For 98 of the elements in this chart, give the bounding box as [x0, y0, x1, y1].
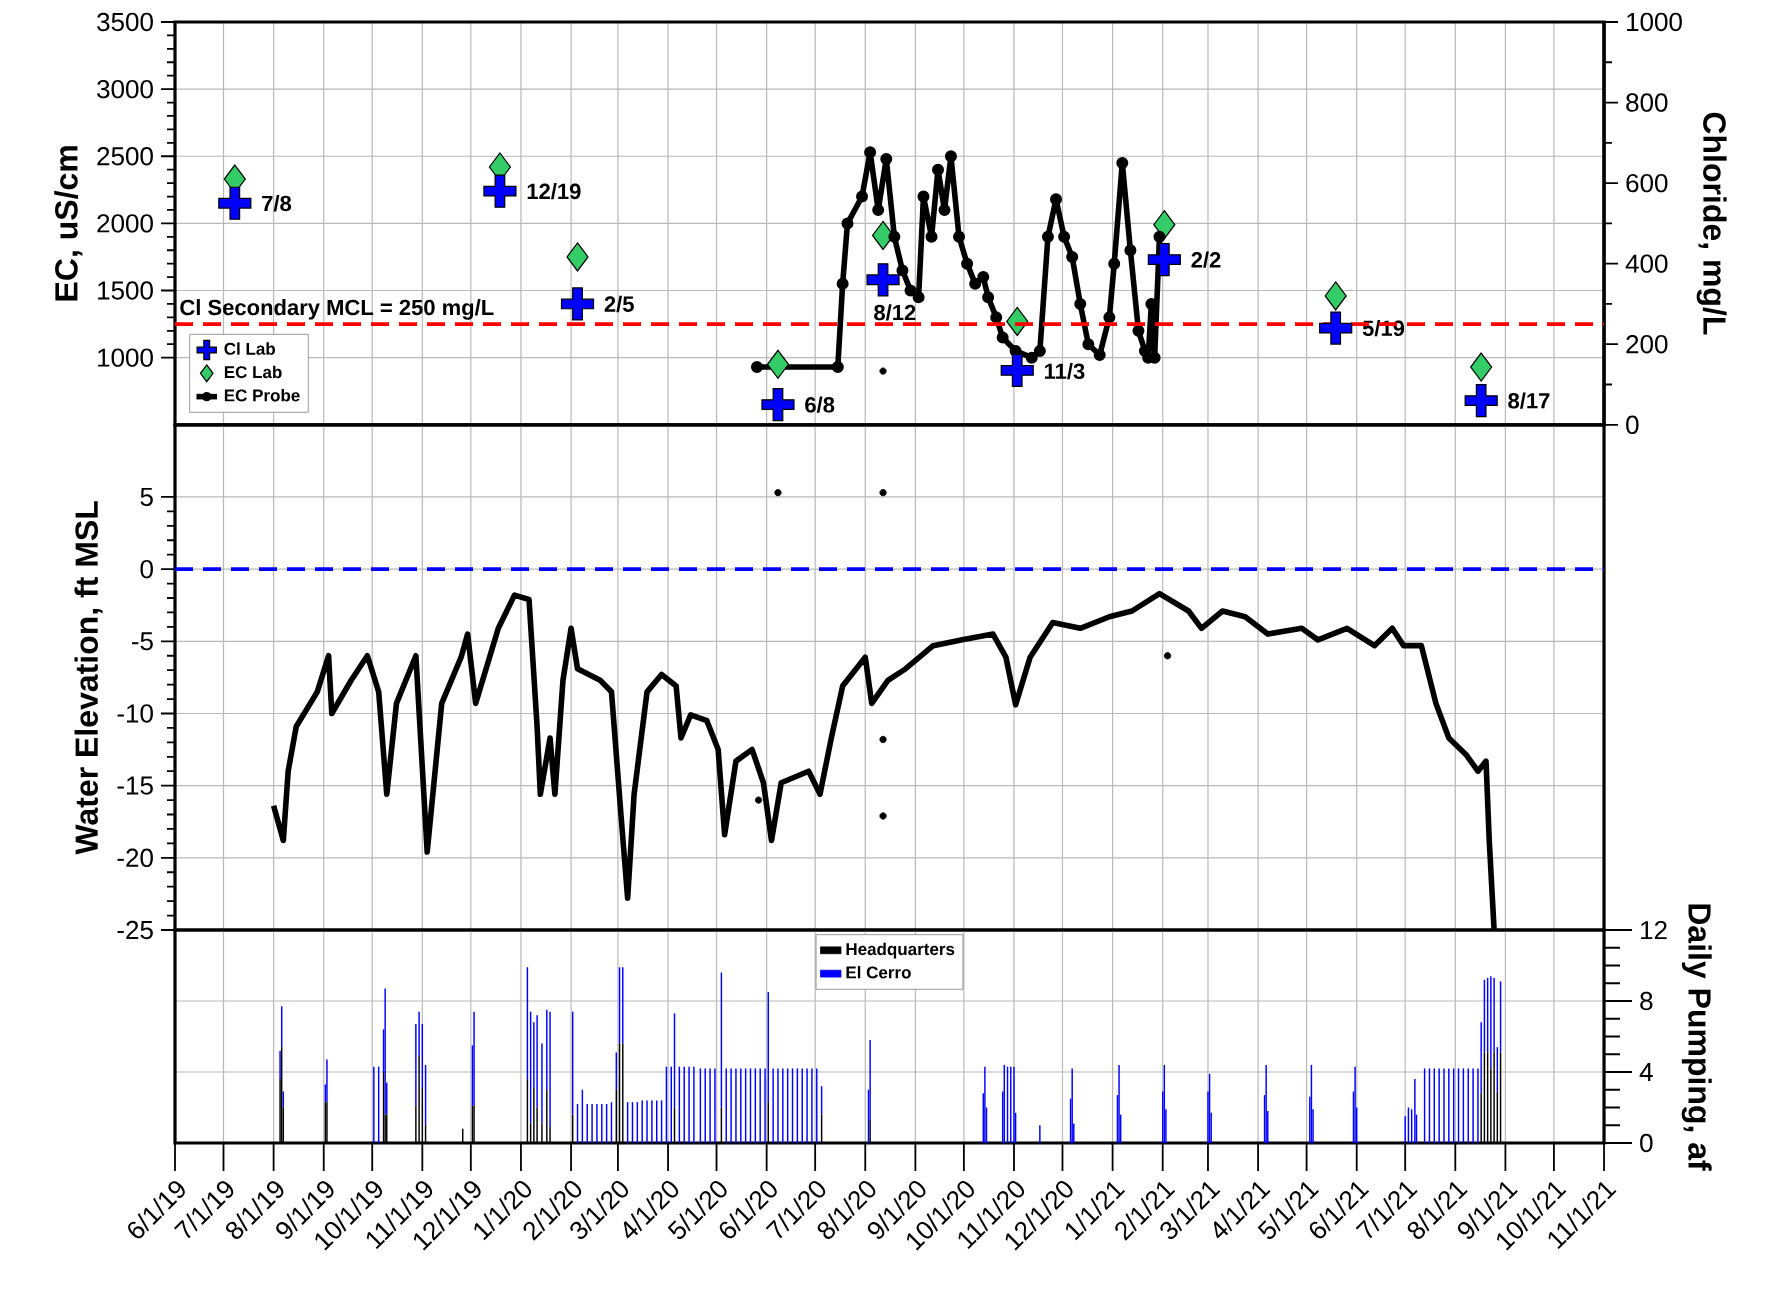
point — [831, 361, 844, 374]
point — [982, 291, 995, 304]
annotation: 11/3 — [1045, 362, 1085, 380]
y2-axis-title: Chloride, mg/L — [1696, 112, 1727, 335]
y-tick-label: 2000 — [97, 214, 153, 233]
point — [904, 284, 917, 297]
y2-tick-label: 1000 — [1627, 12, 1682, 32]
legend-label: Headquarters — [846, 942, 955, 959]
point — [879, 735, 887, 744]
y2-tick-label: 800 — [1626, 93, 1668, 112]
y2-tick-label: 200 — [1626, 335, 1668, 354]
y-axis-title: Water Elevation, ft MSL — [74, 501, 103, 855]
y2-tick-label: 4 — [1639, 1063, 1653, 1081]
point — [1464, 384, 1498, 418]
point — [483, 174, 517, 208]
point — [932, 163, 945, 176]
point — [866, 263, 900, 297]
point — [961, 257, 974, 270]
point — [1108, 257, 1121, 270]
annotation: 2/2 — [1191, 251, 1221, 268]
point — [566, 242, 589, 272]
legend-label: El Cerro — [846, 965, 911, 979]
y-tick-label: -15 — [117, 776, 153, 795]
y-tick-label: 2500 — [97, 147, 153, 166]
point — [996, 331, 1009, 344]
point — [1147, 243, 1181, 277]
y2-tick-label: 600 — [1626, 173, 1668, 193]
point — [1319, 311, 1353, 345]
y-tick-label: 1500 — [98, 281, 153, 300]
y-tick-label: -20 — [117, 848, 153, 868]
point — [888, 230, 901, 243]
point — [1041, 230, 1054, 243]
point — [856, 190, 869, 203]
point — [1009, 344, 1022, 357]
point — [1033, 344, 1046, 357]
annotation: 7/8 — [262, 195, 292, 212]
point — [879, 367, 887, 375]
point — [560, 287, 595, 321]
point — [917, 190, 930, 203]
point — [864, 146, 877, 159]
y-tick-label: 3500 — [97, 12, 153, 32]
annotation: 12/19 — [527, 182, 581, 200]
point — [1163, 652, 1172, 660]
y-tick-label: -10 — [117, 704, 153, 723]
y-tick-label: 0 — [140, 559, 153, 579]
point — [977, 271, 990, 284]
point — [969, 277, 982, 290]
point — [1000, 353, 1034, 388]
point — [1153, 230, 1166, 243]
y-tick-label: 5 — [140, 487, 153, 507]
point — [1025, 351, 1038, 364]
y2-tick-label: 0 — [1640, 1133, 1653, 1153]
point — [754, 796, 763, 804]
annotation: 8/17 — [1508, 392, 1550, 409]
legend-label: EC Probe — [224, 388, 300, 402]
point — [1066, 250, 1079, 263]
point — [1470, 352, 1493, 382]
annotation: 6/8 — [805, 396, 835, 413]
point — [1124, 244, 1137, 257]
point — [836, 277, 849, 290]
point — [953, 230, 966, 243]
point — [1093, 348, 1106, 361]
y2-axis-title: Daily Pumping, af — [1681, 904, 1712, 1171]
point — [1153, 210, 1176, 240]
point — [1103, 311, 1116, 324]
point — [879, 812, 887, 820]
y2-tick-label: 12 — [1641, 920, 1667, 940]
point — [1058, 230, 1071, 243]
point — [990, 311, 1003, 324]
ref-line-label: Cl Secondary MCL = 250 mg/L — [180, 299, 494, 320]
point — [1324, 281, 1347, 311]
point — [1074, 297, 1087, 310]
y-axis-title: EC, uS/cm — [54, 146, 83, 301]
y-tick-label: -25 — [117, 920, 153, 940]
point — [912, 291, 925, 304]
legend-label: Cl Lab — [224, 342, 276, 355]
point — [879, 489, 887, 497]
point — [841, 217, 854, 230]
annotation: 2/5 — [604, 295, 634, 313]
point — [1116, 156, 1129, 169]
point — [896, 264, 909, 277]
point — [880, 152, 893, 165]
y2-tick-label: 0 — [1626, 415, 1639, 434]
point — [761, 388, 795, 422]
y2-tick-label: 400 — [1625, 254, 1668, 273]
point — [766, 349, 790, 379]
point — [944, 150, 957, 163]
point — [774, 489, 782, 497]
y-tick-label: -5 — [131, 632, 153, 651]
y-tick-label: 1000 — [98, 348, 153, 367]
y-tick-label: 3000 — [97, 79, 153, 99]
y2-tick-label: 8 — [1640, 991, 1653, 1011]
point — [1082, 338, 1095, 351]
point — [925, 230, 938, 243]
annotation: 8/12 — [874, 304, 916, 321]
point — [218, 186, 252, 220]
legend-label: EC Lab — [224, 365, 282, 379]
point — [750, 361, 763, 374]
